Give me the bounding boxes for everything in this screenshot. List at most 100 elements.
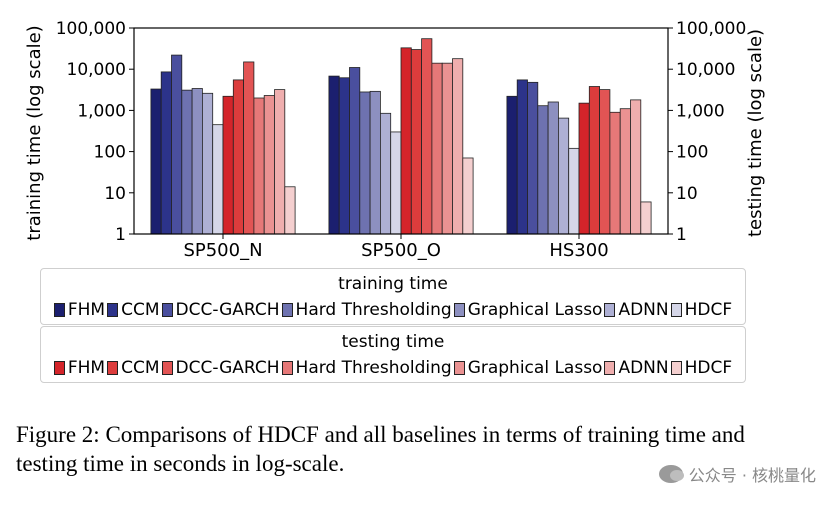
legend-label: HDCF: [684, 358, 733, 378]
x-tick-label: HS300: [549, 240, 608, 261]
legend-testing: testing time FHM CCM DCC-GARCH Hard Thresho…: [40, 326, 746, 383]
y-tick-label-left: 1,000: [77, 101, 126, 121]
bar-train-graphical-lasso-hs300: [547, 101, 559, 235]
x-tick-label: SP500_O: [361, 240, 441, 261]
bar-chart: SP500_N SP500_O HS300 1 1 10 10 100 100 1,000 1,00…: [24, 19, 766, 261]
x-tick-label: SP500_N: [183, 240, 262, 261]
bar-test-fhm-sp500_o: [400, 47, 412, 235]
legend-testing-items: FHM CCM DCC-GARCH Hard Thresholding Graphica…: [41, 358, 745, 378]
legend-swatch: [161, 303, 173, 317]
bar-train-graphical-lasso-sp500_n: [191, 88, 203, 235]
legend-label: Graphical Lasso: [467, 300, 603, 320]
bar-train-adnn-hs300: [558, 117, 570, 235]
y-tick-label-right: 100,000: [676, 19, 746, 39]
legend-item-dcc-garch: DCC-GARCH: [161, 358, 280, 378]
bar-test-adnn-sp500_o: [452, 58, 464, 235]
y-tick-label-right: 1: [676, 225, 687, 245]
y-tick-label-right: 1,000: [676, 101, 725, 121]
legend-item-fhm: FHM: [53, 358, 106, 378]
bar-train-dcc-garch-sp500_n: [171, 54, 183, 235]
bar-train-hdcf-sp500_o: [390, 131, 402, 235]
bar-train-ccm-sp500_n: [160, 71, 172, 235]
bar-test-fhm-hs300: [578, 102, 590, 235]
legend-training: training time FHM CCM DCC-GARCH Hard Thresh…: [40, 268, 746, 325]
bar-train-fhm-hs300: [506, 95, 518, 235]
bar-test-adnn-sp500_n: [274, 89, 286, 235]
legend-item-adnn: ADNN: [604, 300, 669, 320]
y-tick-label-right: 10,000: [676, 60, 735, 80]
bar-test-graphical-lasso-sp500_n: [263, 95, 275, 235]
bar-train-ccm-sp500_o: [338, 77, 350, 235]
legend-swatch: [107, 303, 119, 317]
bar-test-hard-thresholding-sp500_o: [431, 62, 443, 235]
y-tick-label-left: 1: [115, 225, 126, 245]
bar-train-dcc-garch-hs300: [527, 81, 539, 235]
legend-swatch: [670, 303, 682, 317]
legend-label: CCM: [121, 300, 160, 320]
legend-item-fhm: FHM: [53, 300, 106, 320]
bar-train-dcc-garch-sp500_o: [349, 67, 361, 235]
figure-caption: Figure 2: Comparisons of HDCF and all ba…: [16, 422, 745, 476]
legend-label: FHM: [67, 300, 106, 320]
legend-label: Hard Thresholding: [295, 358, 452, 378]
legend-swatch: [453, 361, 465, 375]
bar-test-hdcf-sp500_n: [284, 186, 296, 235]
bar-train-graphical-lasso-sp500_o: [369, 90, 381, 235]
legend-label: ADNN: [618, 300, 669, 320]
bar-train-hard-thresholding-hs300: [537, 105, 549, 235]
bar-train-hdcf-hs300: [568, 147, 580, 235]
bar-test-ccm-sp500_o: [410, 49, 422, 235]
y-tick-label-left: 10: [104, 184, 126, 204]
bar-test-hdcf-sp500_o: [462, 157, 474, 235]
legend-swatch: [604, 361, 616, 375]
legend-item-hard-thresholding: Hard Thresholding: [281, 358, 452, 378]
bar-test-graphical-lasso-sp500_o: [441, 62, 453, 235]
plot-frame: [133, 27, 669, 235]
legend-swatch: [453, 303, 465, 317]
legend-item-adnn: ADNN: [604, 358, 669, 378]
legend-swatch: [281, 361, 293, 375]
legend-label: Hard Thresholding: [295, 300, 452, 320]
bar-train-hard-thresholding-sp500_n: [181, 89, 193, 235]
legend-testing-title: testing time: [341, 332, 445, 352]
legend-item-graphical-lasso: Graphical Lasso: [453, 300, 603, 320]
bar-train-ccm-hs300: [516, 79, 528, 235]
y-tick-label-right: 10: [676, 184, 698, 204]
y-tick-label-left: 100: [94, 143, 126, 163]
y-axis-label-left: training time (log scale): [24, 25, 45, 240]
legend-training-items: FHM CCM DCC-GARCH Hard Thresholding Graphica…: [41, 300, 745, 320]
legend-label: HDCF: [684, 300, 733, 320]
bar-test-dcc-garch-hs300: [599, 89, 611, 235]
bar-test-ccm-hs300: [588, 86, 600, 235]
bar-test-hdcf-hs300: [640, 201, 652, 235]
y-tick-label-left: 10,000: [67, 60, 126, 80]
legend-swatch: [53, 303, 65, 317]
legend-label: FHM: [67, 358, 106, 378]
plot-area: SP500_N SP500_O HS300 1 1 10 10 100 100 1,000 1,00…: [56, 19, 747, 261]
legend-item-hdcf: HDCF: [670, 358, 733, 378]
legend-swatch: [53, 361, 65, 375]
legend-item-hdcf: HDCF: [670, 300, 733, 320]
legend-label: ADNN: [618, 358, 669, 378]
legend-swatch: [161, 361, 173, 375]
bar-train-fhm-sp500_o: [328, 75, 340, 235]
bar-test-fhm-sp500_n: [222, 95, 234, 235]
legend-swatch: [604, 303, 616, 317]
legend-swatch: [670, 361, 682, 375]
bar-test-dcc-garch-sp500_o: [421, 38, 433, 235]
bar-train-hard-thresholding-sp500_o: [359, 91, 371, 235]
bar-test-ccm-sp500_n: [232, 79, 245, 235]
legend-item-ccm: CCM: [107, 358, 160, 378]
legend-item-graphical-lasso: Graphical Lasso: [453, 358, 602, 378]
legend-swatch: [107, 361, 119, 375]
legend-label: CCM: [121, 358, 160, 378]
legend-item-dcc-garch: DCC-GARCH: [161, 300, 280, 320]
legend-label: DCC-GARCH: [175, 300, 280, 320]
wechat-icon: [658, 465, 684, 483]
y-axis-label-right: testing time (log scale): [745, 29, 766, 237]
legend-training-title: training time: [338, 274, 448, 294]
bar-test-hard-thresholding-hs300: [609, 111, 621, 235]
legend-item-ccm: CCM: [107, 300, 160, 320]
y-tick-label-left: 100,000: [56, 19, 126, 39]
y-tick-label-right: 100: [676, 143, 708, 163]
